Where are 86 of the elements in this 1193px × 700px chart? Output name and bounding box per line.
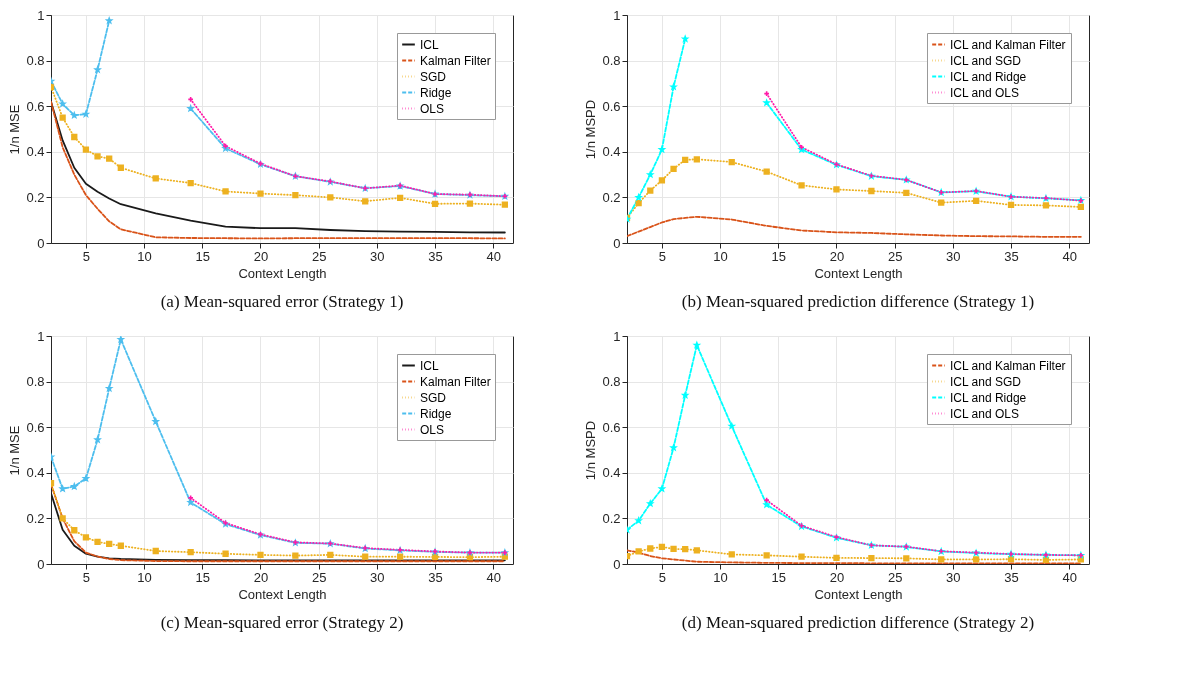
x-tick-label: 20 [829, 569, 845, 585]
y-axis-title: 1/n MSPD [583, 99, 599, 160]
x-tick-label: 30 [946, 248, 961, 264]
x-tick-label: 40 [1062, 248, 1077, 264]
y-tick-label: 0.2 [26, 510, 45, 526]
y-tick-label: 0.2 [602, 189, 621, 205]
x-tick-label: 25 [887, 248, 903, 264]
x-tick-label: 35 [1004, 248, 1019, 264]
x-tick-label: 20 [253, 569, 269, 585]
y-tick-label: 0.2 [26, 189, 45, 205]
y-axis-title: 1/n MSE [7, 104, 23, 155]
y-tick-label: 0.6 [26, 419, 45, 435]
y-tick-label: 1 [37, 7, 45, 23]
x-tick-label: 40 [1062, 569, 1077, 585]
x-tick-label: 15 [771, 569, 787, 585]
x-tick-label: 15 [771, 248, 787, 264]
legend-label: ICL and Kalman Filter [950, 37, 1066, 52]
y-axis-title: 1/n MSPD [583, 420, 599, 481]
text: (d) Mean-squared prediction difference (Strategy 2) [681, 613, 1035, 632]
legend-label: Kalman Filter [420, 374, 491, 389]
x-tick-label: 25 [311, 569, 327, 585]
x-tick-label: 35 [428, 248, 443, 264]
x-tick-label: 20 [253, 248, 269, 264]
y-tick-label: 0.4 [602, 465, 621, 481]
y-tick-label: 0.6 [602, 419, 621, 435]
text: (a) Mean-squared error (Strategy 1) [160, 292, 404, 311]
x-tick-label: 5 [82, 569, 91, 585]
legend-label: OLS [420, 101, 445, 116]
x-tick-label: 10 [137, 248, 152, 264]
y-axis-title: 1/n MSE [7, 425, 23, 476]
legend-label: ICL and SGD [950, 53, 1022, 68]
x-tick-label: 35 [428, 569, 443, 585]
legend-label: ICL and Kalman Filter [950, 358, 1066, 373]
legend-label: ICL and OLS [950, 406, 1019, 421]
x-tick-label: 10 [137, 569, 152, 585]
y-tick-label: 0 [613, 235, 621, 251]
text: (c) Mean-squared error (Strategy 2) [160, 613, 404, 632]
legend-label: OLS [420, 422, 445, 437]
x-tick-label: 30 [370, 248, 385, 264]
legend-label: ICL and OLS [950, 85, 1019, 100]
y-tick-label: 0 [613, 556, 621, 572]
y-tick-label: 0.8 [26, 53, 45, 69]
x-tick-label: 5 [658, 569, 667, 585]
legend-label: ICL [420, 37, 439, 52]
legend-label: Kalman Filter [420, 53, 491, 68]
y-tick-label: 0.4 [26, 144, 45, 160]
legend-label: ICL [420, 358, 439, 373]
legend-label: SGD [420, 69, 447, 84]
x-tick-label: 15 [195, 569, 211, 585]
y-tick-label: 0.2 [602, 510, 621, 526]
legend-label: Ridge [420, 406, 452, 421]
y-tick-label: 0.6 [26, 98, 45, 114]
y-tick-label: 0.4 [26, 465, 45, 481]
x-tick-label: 40 [486, 569, 501, 585]
legend-label: Ridge [420, 85, 452, 100]
x-tick-label: 5 [82, 248, 91, 264]
text: (b) Mean-squared prediction difference (Strategy 1) [681, 292, 1035, 311]
y-tick-label: 0.8 [602, 53, 621, 69]
y-tick-label: 1 [37, 328, 45, 344]
x-axis-title: Context Length [238, 265, 327, 281]
x-axis-title: Context Length [238, 586, 327, 602]
x-tick-label: 15 [195, 248, 211, 264]
x-tick-label: 30 [370, 569, 385, 585]
y-tick-label: 1 [613, 328, 621, 344]
x-tick-label: 25 [311, 248, 327, 264]
y-tick-label: 0.6 [602, 98, 621, 114]
legend-label: ICL and Ridge [950, 69, 1027, 84]
x-axis-title: Context Length [814, 265, 903, 281]
legend-label: ICL and Ridge [950, 390, 1027, 405]
y-tick-label: 0.4 [602, 144, 621, 160]
y-tick-label: 0.8 [602, 374, 621, 390]
x-tick-label: 20 [829, 248, 845, 264]
y-tick-label: 1 [613, 7, 621, 23]
x-tick-label: 40 [486, 248, 501, 264]
x-tick-label: 10 [713, 569, 728, 585]
x-tick-label: 30 [946, 569, 961, 585]
y-tick-label: 0.8 [26, 374, 45, 390]
x-axis-title: Context Length [814, 586, 903, 602]
y-tick-label: 0 [37, 235, 45, 251]
x-tick-label: 25 [887, 569, 903, 585]
legend-label: SGD [420, 390, 447, 405]
x-tick-label: 10 [713, 248, 728, 264]
x-tick-label: 5 [658, 248, 667, 264]
x-tick-label: 35 [1004, 569, 1019, 585]
y-tick-label: 0 [37, 556, 45, 572]
legend-label: ICL and SGD [950, 374, 1022, 389]
